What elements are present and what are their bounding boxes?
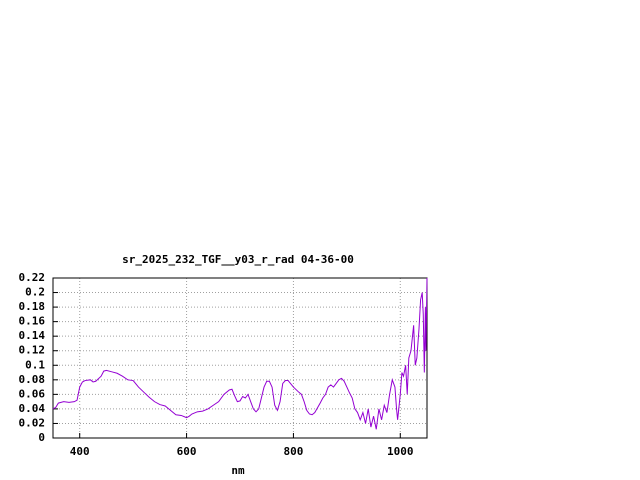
y-tick-label: 0.18 (19, 300, 46, 313)
y-tick-label: 0.14 (19, 329, 46, 342)
y-tick-label: 0.06 (19, 387, 46, 400)
plot-frame (52, 277, 428, 439)
data-line (52, 277, 428, 430)
y-tick-label: 0 (38, 431, 45, 444)
y-tick-label: 0.12 (19, 344, 46, 357)
y-tick-label: 0.2 (25, 286, 45, 299)
y-tick-label: 0.04 (19, 402, 46, 415)
y-tick-label: 0.08 (19, 373, 46, 386)
x-axis-label: nm (231, 464, 245, 477)
x-tick-label: 1000 (387, 445, 414, 458)
y-tick-label: 0.02 (19, 416, 46, 429)
x-tick-label: 600 (177, 445, 197, 458)
x-tick-label: 400 (70, 445, 90, 458)
x-tick-label: 800 (283, 445, 303, 458)
y-tick-label: 0.22 (19, 271, 46, 284)
chart-title: sr_2025_232_TGF__y03_r_rad 04-36-00 (122, 253, 354, 266)
y-tick-label: 0.1 (25, 358, 45, 371)
y-tick-label: 0.16 (19, 315, 46, 328)
